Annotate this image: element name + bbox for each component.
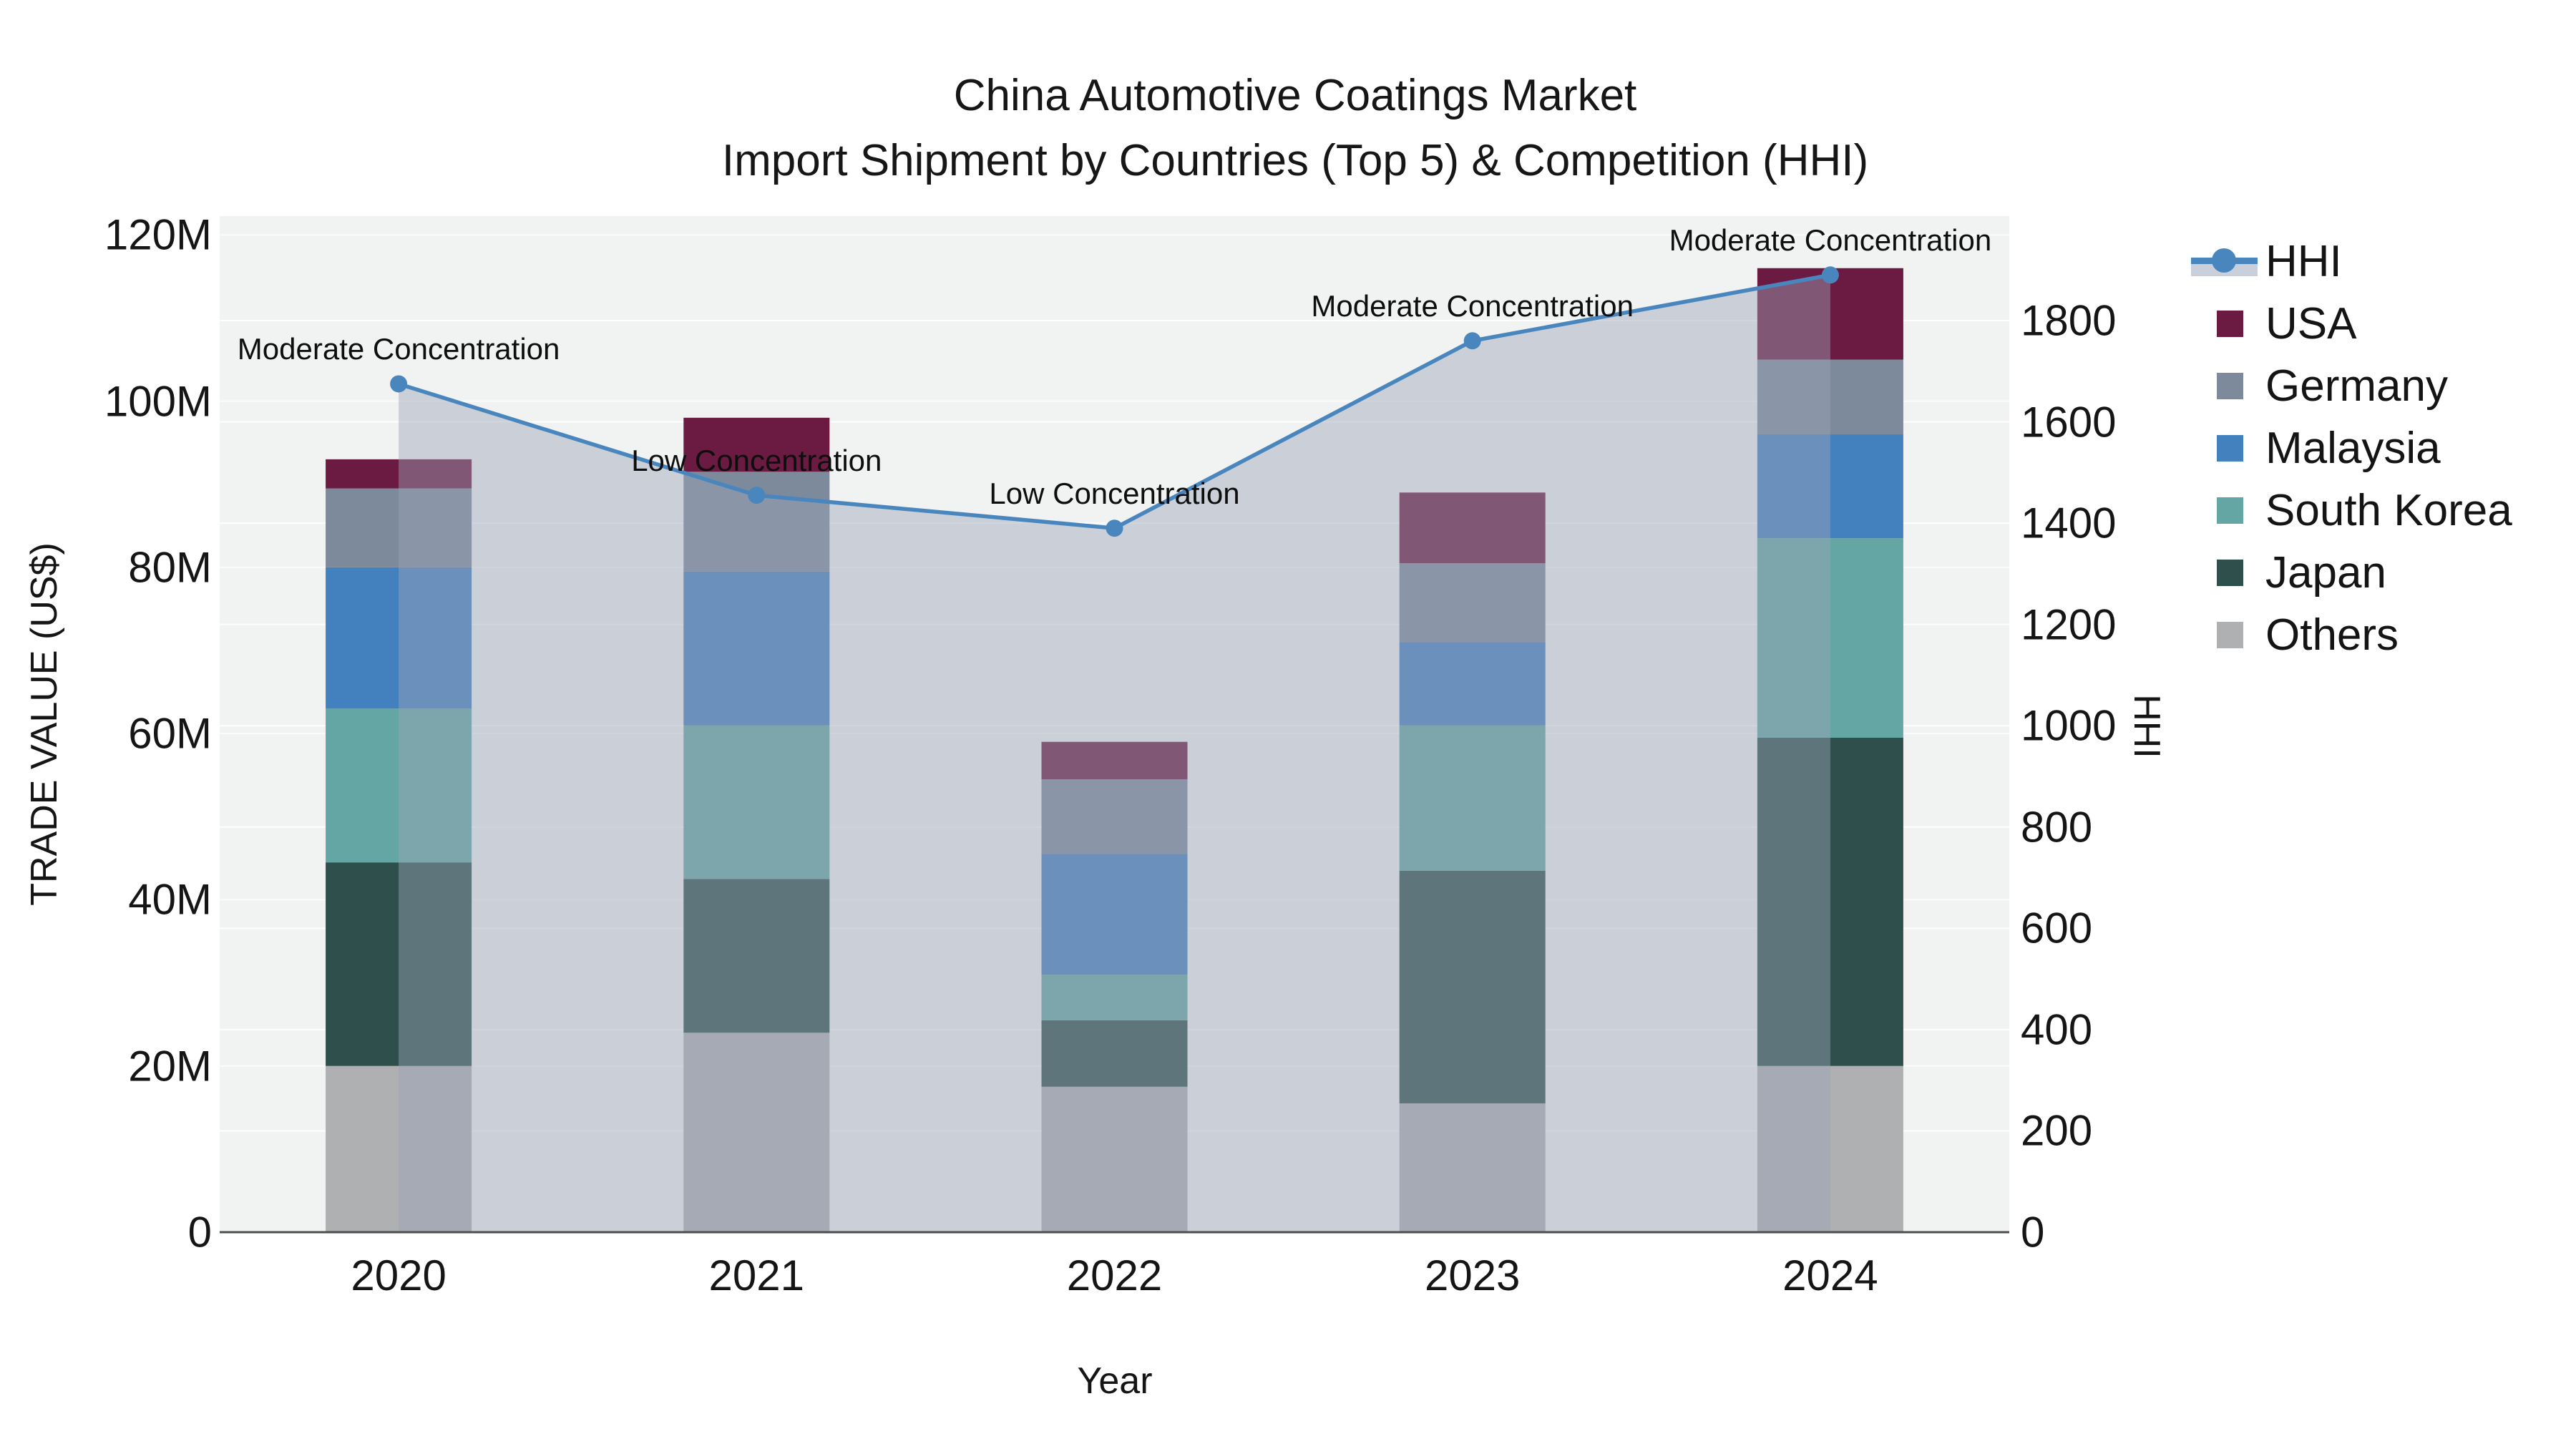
bar-segment-usa-2021[interactable]: [683, 417, 830, 472]
legend-swatch-malaysia: [2217, 435, 2243, 462]
legend-item-germany[interactable]: Germany: [2191, 355, 2512, 417]
bar-segment-others-2021[interactable]: [683, 1033, 830, 1232]
legend-swatch-germany: [2217, 373, 2243, 399]
y-right-tick-200: 200: [2021, 1106, 2093, 1155]
y-right-tick-400: 400: [2021, 1005, 2093, 1054]
y-right-tick-0: 0: [2021, 1208, 2045, 1257]
hhi-marker-sample: [2212, 248, 2236, 273]
bar-segment-others-2023[interactable]: [1399, 1103, 1546, 1232]
bar-segment-malaysia-2024[interactable]: [1757, 434, 1903, 539]
legend-item-south-korea[interactable]: South Korea: [2191, 479, 2512, 542]
y-left-tick-60M: 60M: [128, 709, 212, 758]
bar-segment-malaysia-2021[interactable]: [683, 571, 830, 726]
y-left-tick-80M: 80M: [128, 543, 212, 592]
bar-segment-usa-2022[interactable]: [1041, 741, 1188, 780]
chart-title-line2: Import Shipment by Countries (Top 5) & C…: [721, 136, 1869, 185]
legend-swatch-south-korea: [2217, 497, 2243, 524]
y-left-tick-120M: 120M: [104, 210, 212, 259]
legend-item-malaysia[interactable]: Malaysia: [2191, 417, 2512, 479]
legend-item-japan[interactable]: Japan: [2191, 542, 2512, 604]
hhi-marker-2022[interactable]: [1106, 519, 1123, 537]
x-tick-2024: 2024: [1782, 1252, 1878, 1299]
annotation-2023: Moderate Concentration: [1311, 289, 1634, 323]
annotation-2021: Low Concentration: [631, 444, 882, 478]
legend-label: Malaysia: [2265, 424, 2441, 473]
legend-label: South Korea: [2265, 486, 2512, 535]
legend-swatch-usa: [2217, 311, 2243, 337]
x-tick-2020: 2020: [351, 1252, 447, 1299]
legend-item-hhi[interactable]: HHI: [2191, 230, 2512, 293]
y-right-tick-1000: 1000: [2021, 701, 2117, 750]
bar-segment-germany-2023[interactable]: [1399, 563, 1546, 643]
legend: HHI USA Germany Malaysia South Korea Japan Oth…: [2191, 230, 2512, 666]
bar-segment-south-korea-2020[interactable]: [326, 708, 472, 863]
bar-segment-malaysia-2023[interactable]: [1399, 642, 1546, 726]
bar-segment-germany-2022[interactable]: [1041, 779, 1188, 854]
bar-segment-usa-2023[interactable]: [1399, 492, 1546, 564]
y-left-tick-100M: 100M: [104, 377, 212, 426]
legend-label: USA: [2265, 299, 2357, 348]
legend-item-others[interactable]: Others: [2191, 604, 2512, 666]
x-tick-2021: 2021: [708, 1252, 805, 1299]
annotation-2024: Moderate Concentration: [1669, 223, 1992, 258]
y-right-tick-1200: 1200: [2021, 600, 2117, 649]
y-right-tick-1400: 1400: [2021, 499, 2117, 547]
legend-label: Others: [2265, 610, 2399, 660]
x-tick-2023: 2023: [1424, 1252, 1521, 1299]
hhi-area-fill: [399, 275, 1830, 1232]
bar-segment-germany-2020[interactable]: [326, 488, 472, 567]
hhi-marker-2021[interactable]: [748, 487, 766, 504]
bar-segment-japan-2021[interactable]: [683, 879, 830, 1033]
bar-segment-others-2020[interactable]: [326, 1065, 472, 1232]
bar-segment-japan-2023[interactable]: [1399, 870, 1546, 1103]
hhi-marker-2020[interactable]: [390, 375, 408, 393]
bar-segment-germany-2024[interactable]: [1757, 359, 1903, 435]
x-tick-2022: 2022: [1066, 1252, 1163, 1299]
annotation-2020: Moderate Concentration: [237, 332, 560, 366]
bar-segment-south-korea-2022[interactable]: [1041, 974, 1188, 1020]
chart-title-line1: China Automotive Coatings Market: [953, 71, 1637, 120]
bar-segment-others-2024[interactable]: [1757, 1065, 1903, 1232]
legend-label: Germany: [2265, 361, 2448, 411]
y-left-tick-40M: 40M: [128, 875, 212, 924]
bar-segment-south-korea-2024[interactable]: [1757, 538, 1903, 738]
hhi-line-icon: [2191, 246, 2258, 278]
y-right-tick-1600: 1600: [2021, 398, 2117, 447]
bar-segment-japan-2020[interactable]: [326, 862, 472, 1066]
y-left-tick-0: 0: [187, 1208, 212, 1257]
hhi-marker-2024[interactable]: [1821, 266, 1839, 284]
bar-segment-others-2022[interactable]: [1041, 1086, 1188, 1232]
annotation-2022: Low Concentration: [989, 477, 1240, 511]
chart-title: China Automotive Coatings Market Import …: [722, 63, 1868, 193]
y-right-tick-1800: 1800: [2021, 296, 2117, 345]
bar-segment-malaysia-2022[interactable]: [1041, 854, 1188, 975]
bar-segment-malaysia-2020[interactable]: [326, 567, 472, 709]
y-axis-left-title: TRADE VALUE (US$): [24, 542, 65, 906]
bar-segment-japan-2022[interactable]: [1041, 1020, 1188, 1087]
y-left-tick-20M: 20M: [128, 1042, 212, 1091]
legend-label: HHI: [2265, 237, 2342, 286]
bar-segment-south-korea-2021[interactable]: [683, 725, 830, 879]
legend-swatch-others: [2217, 622, 2243, 648]
bar-segment-south-korea-2023[interactable]: [1399, 725, 1546, 871]
hhi-marker-2023[interactable]: [1463, 332, 1481, 350]
legend-swatch-japan: [2217, 560, 2243, 586]
legend-item-usa[interactable]: USA: [2191, 293, 2512, 355]
bar-segment-japan-2024[interactable]: [1757, 737, 1903, 1066]
y-right-tick-800: 800: [2021, 803, 2093, 852]
y-axis-right-title: HHI: [2126, 694, 2167, 758]
x-axis-title: Year: [1077, 1360, 1153, 1402]
legend-label: Japan: [2265, 548, 2386, 597]
y-right-tick-600: 600: [2021, 904, 2093, 952]
bar-segment-usa-2020[interactable]: [326, 459, 472, 489]
